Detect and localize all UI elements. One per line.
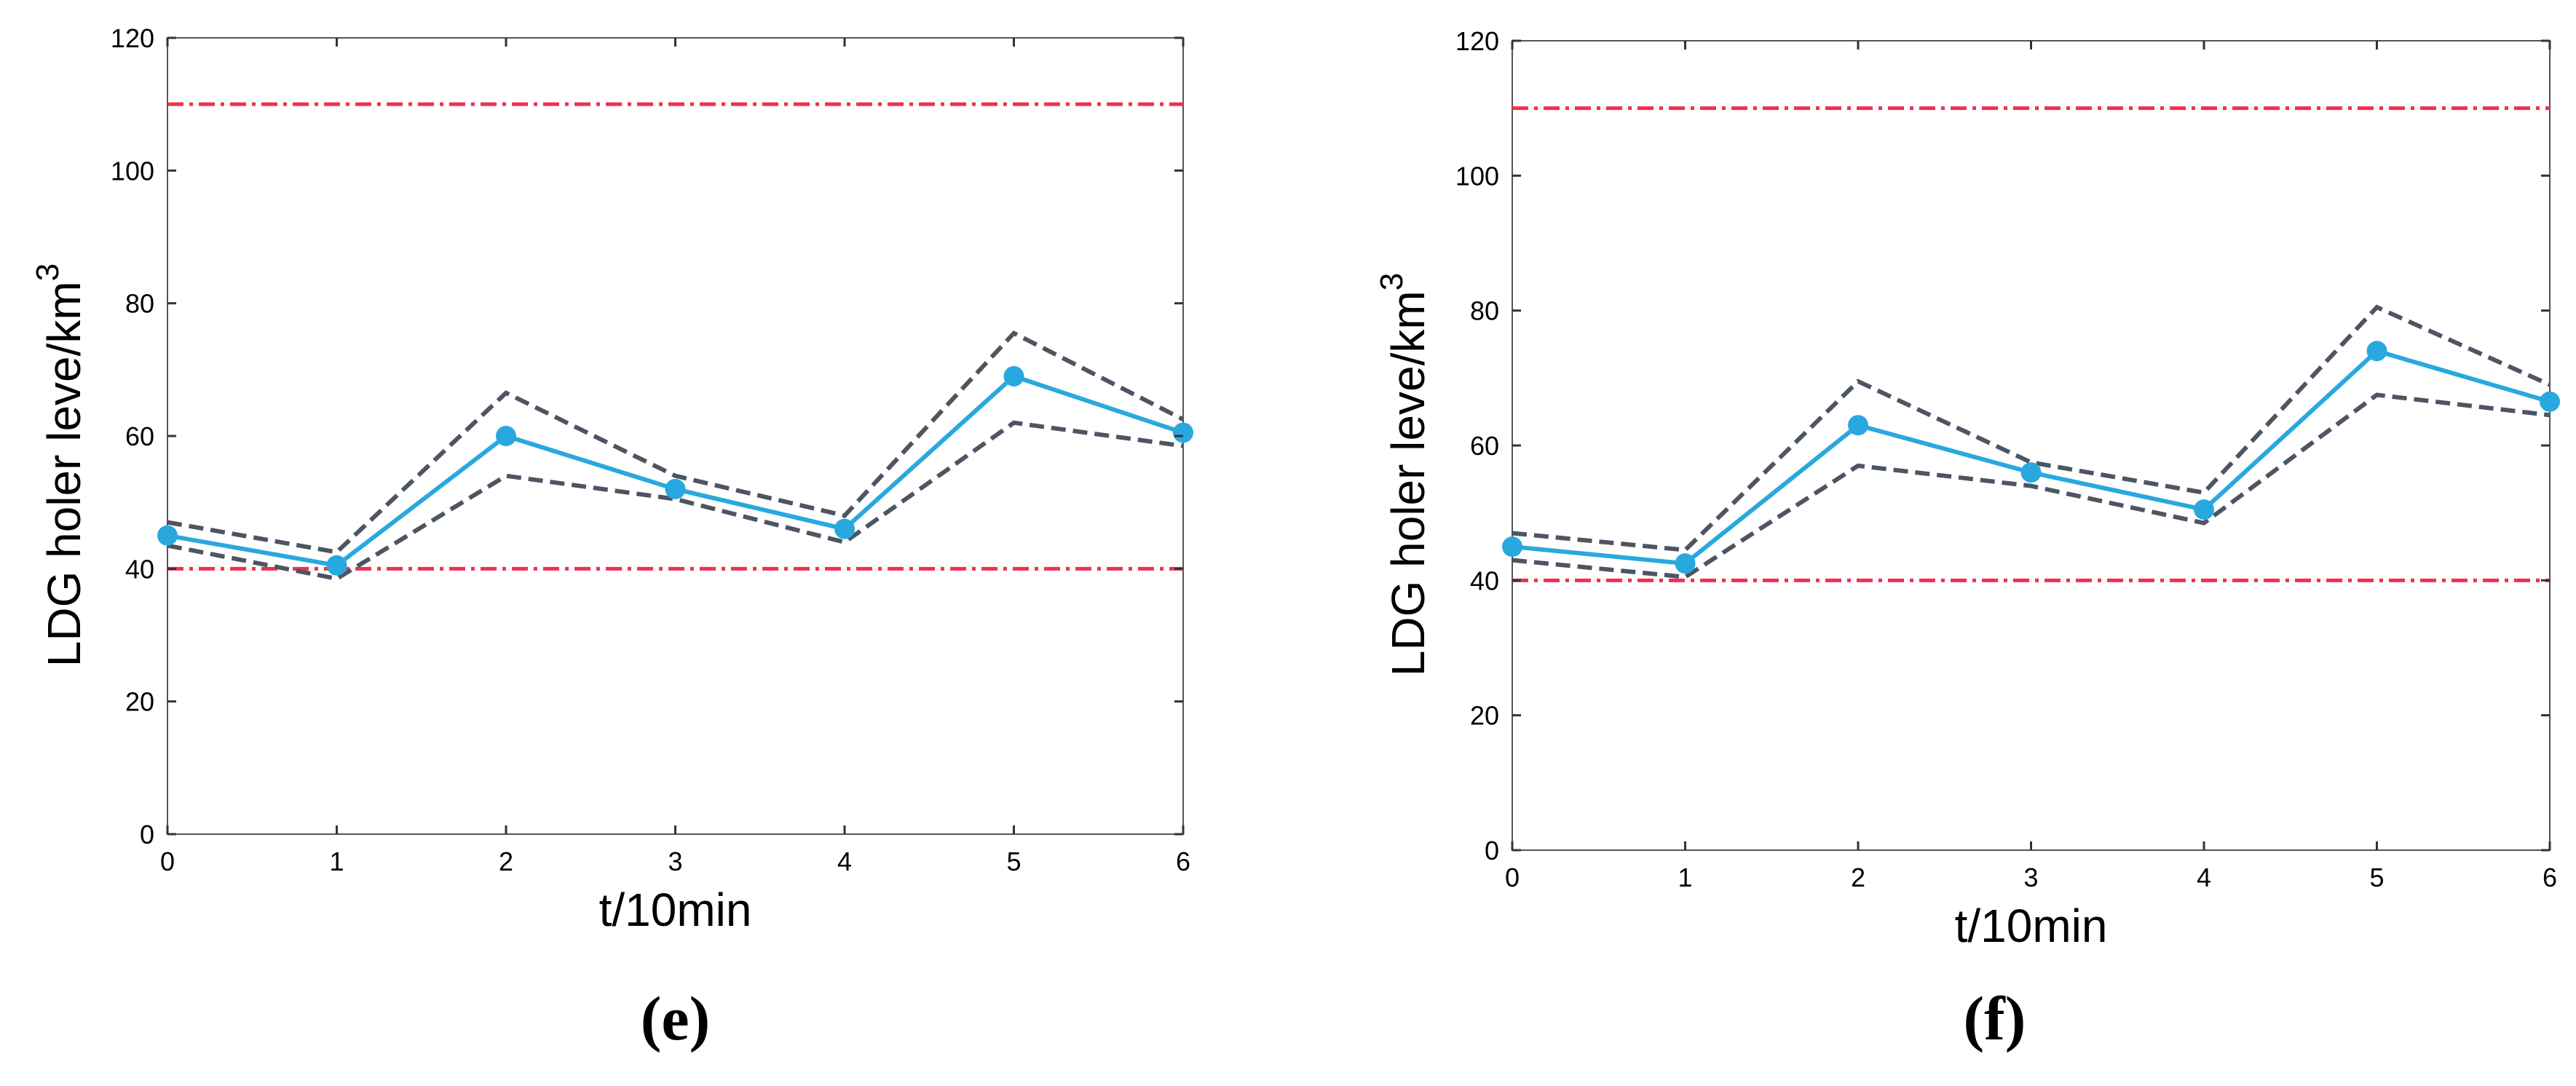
data-point	[1848, 415, 1868, 436]
y-tick-label: 20	[125, 687, 154, 717]
y-tick-label: 120	[1455, 26, 1499, 56]
x-tick-label: 1	[329, 847, 344, 876]
data-point	[2020, 462, 2042, 483]
panel-label-f: (f)	[1964, 983, 2026, 1053]
data-point	[1675, 553, 1696, 574]
data-point	[1502, 536, 1522, 557]
data-point	[2540, 391, 2560, 412]
y-tick-label: 0	[1485, 836, 1499, 865]
series-line-upper-bound	[167, 330, 1185, 555]
data-series	[157, 330, 1193, 582]
data-point	[496, 426, 516, 446]
data-point	[2366, 341, 2387, 362]
series-line-upper-bound	[1512, 304, 2551, 552]
data-point	[1173, 422, 1193, 443]
x-tick-label: 2	[1851, 863, 1865, 892]
data-point	[1003, 365, 1024, 387]
series-line-lower-bound	[1512, 392, 2551, 579]
y-tick-label: 120	[111, 23, 154, 53]
x-tick-label: 3	[2023, 863, 2038, 892]
y-tick-label: 0	[140, 820, 154, 849]
x-tick-label: 4	[2197, 863, 2211, 892]
plot-frame	[1512, 40, 2551, 851]
y-axis-label-text: LDG holer leve/km	[1382, 290, 1434, 676]
plot-frame	[167, 37, 1184, 835]
panel-label-e: (e)	[641, 983, 710, 1053]
y-axis-label-superscript: 3	[1374, 273, 1410, 290]
y-tick-label: 60	[1470, 431, 1499, 461]
data-point	[2194, 499, 2214, 520]
x-tick-label: 0	[160, 847, 175, 876]
y-tick-label: 60	[125, 421, 154, 451]
data-series	[1502, 304, 2560, 579]
y-axis-label: LDG holer leve/km3	[30, 263, 90, 667]
x-tick-label: 6	[1176, 847, 1190, 876]
y-tick-label: 20	[1470, 701, 1499, 731]
x-tick-label: 0	[1505, 863, 1520, 892]
y-tick-label: 40	[1470, 566, 1499, 595]
x-tick-label: 1	[1678, 863, 1692, 892]
y-tick-label: 40	[125, 554, 154, 584]
y-axis-label: LDG holer leve/km3	[1374, 273, 1434, 676]
x-tick-label: 2	[499, 847, 513, 876]
x-tick-label: 6	[2543, 863, 2557, 892]
data-point	[834, 518, 855, 539]
series-line-lower-bound	[167, 420, 1184, 582]
x-tick-label: 3	[668, 847, 682, 876]
y-axis-label-superscript: 3	[30, 263, 66, 281]
data-point	[326, 555, 347, 576]
x-tick-label: 5	[2369, 863, 2384, 892]
x-tick-label: 5	[1006, 847, 1021, 876]
y-tick-label: 80	[125, 289, 154, 319]
data-point	[157, 525, 178, 546]
y-axis-label-text: LDG holer leve/km	[38, 281, 90, 667]
data-point	[665, 478, 686, 499]
y-tick-label: 80	[1470, 296, 1499, 326]
y-tick-label: 100	[1455, 161, 1499, 191]
x-tick-label: 4	[837, 847, 852, 876]
x-axis-label: t/10min	[599, 884, 752, 936]
y-tick-label: 100	[111, 156, 154, 186]
x-axis-label: t/10min	[1955, 900, 2108, 952]
